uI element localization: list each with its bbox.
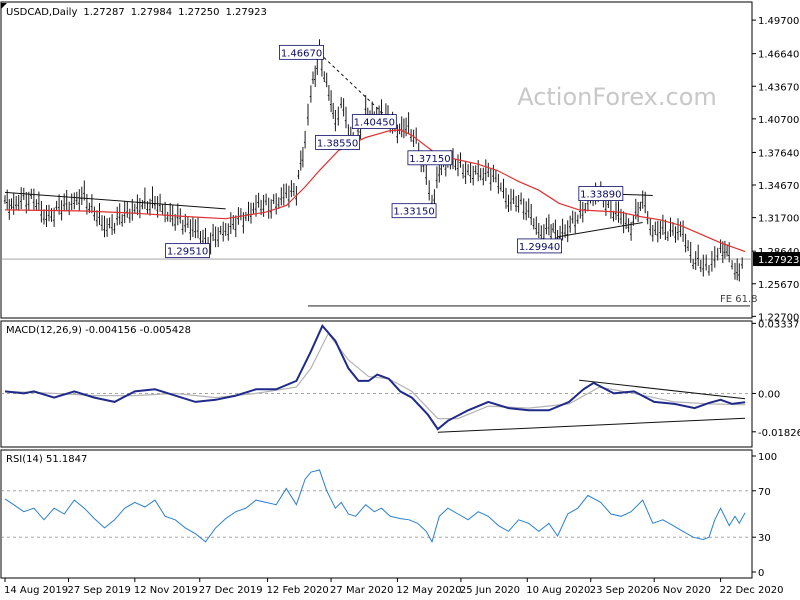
fe-label: FE 61.8 bbox=[720, 294, 758, 305]
price-label: 1.46670 bbox=[281, 48, 322, 59]
x-tick-label: 23 Sep 2020 bbox=[590, 585, 653, 596]
price-label-box bbox=[165, 243, 210, 259]
y-tick-label: 100 bbox=[758, 452, 777, 463]
x-tick-label: 27 Sep 2019 bbox=[67, 585, 130, 596]
price-label-box bbox=[517, 238, 562, 254]
price-panel: ActionForex.com FE 61.8 1.46670 1.40450 1.38… bbox=[0, 1, 800, 323]
trendline bbox=[319, 52, 392, 122]
x-tick-label: 14 Aug 2019 bbox=[4, 585, 68, 596]
y-tick-label: 1.37640 bbox=[758, 148, 799, 159]
price-label: 1.29510 bbox=[167, 247, 208, 258]
corner-marker bbox=[1, 3, 7, 9]
rsi-line bbox=[4, 469, 746, 544]
price-label-box bbox=[407, 150, 453, 166]
y-tick-label: 0 bbox=[758, 568, 764, 579]
trendline bbox=[557, 222, 643, 238]
ohlc-value: 1.27250 bbox=[178, 7, 219, 18]
macd-trendline bbox=[437, 417, 746, 433]
last-price-badge bbox=[753, 252, 800, 267]
x-tick-label: 12 Nov 2019 bbox=[134, 585, 198, 596]
price-frame bbox=[0, 1, 753, 319]
price-label-box bbox=[391, 203, 437, 219]
x-tick-label: 6 Nov 2020 bbox=[653, 585, 711, 596]
ohlc-value: 1.27984 bbox=[131, 7, 172, 18]
price-label: 1.29940 bbox=[519, 242, 560, 253]
watermark-text: ActionForex.com bbox=[517, 83, 717, 111]
x-tick-label: 10 Aug 2020 bbox=[526, 585, 590, 596]
y-tick-label: 1.31700 bbox=[758, 214, 799, 225]
y-tick-label: 30 bbox=[758, 533, 771, 544]
y-tick-label: 1.25670 bbox=[758, 280, 799, 291]
ohlc-value: 1.27287 bbox=[83, 7, 124, 18]
ohlc-value: 1.27923 bbox=[225, 7, 266, 18]
y-tick-label: 1.49700 bbox=[758, 16, 799, 27]
chart-header: USDCAD,Daily 1.27287 1.27984 1.27250 1.27923 bbox=[6, 7, 267, 18]
moving-average-line bbox=[4, 129, 746, 253]
price-label: 1.38550 bbox=[317, 138, 358, 149]
x-tick-label: 12 May 2020 bbox=[396, 585, 461, 596]
y-tick-label: 1.40700 bbox=[758, 115, 799, 126]
macd-title: MACD(12,26,9) -0.004156 -0.005428 bbox=[6, 325, 191, 336]
price-label-box bbox=[351, 114, 397, 129]
macd-frame bbox=[0, 320, 753, 448]
x-tick-label: 22 Dec 2020 bbox=[720, 585, 784, 596]
price-label-box bbox=[578, 186, 624, 201]
y-tick-label: 1.22700 bbox=[758, 312, 799, 323]
price-label: 1.37150 bbox=[409, 154, 450, 165]
symbol-label: USDCAD,Daily bbox=[6, 7, 77, 18]
x-tick-label: 27 Dec 2019 bbox=[199, 585, 263, 596]
price-label: 1.33890 bbox=[580, 190, 621, 201]
y-tick-label: 70 bbox=[758, 487, 771, 498]
rsi-panel: RSI(14) 51.1847 100 70 30 0 bbox=[0, 449, 777, 579]
x-tick-label: 12 Feb 2020 bbox=[267, 585, 329, 596]
x-axis: 14 Aug 2019 27 Sep 2019 12 Nov 2019 27 Dec … bbox=[4, 578, 783, 596]
trendline bbox=[4, 191, 226, 210]
price-label-box bbox=[279, 44, 324, 60]
x-tick-label: 25 Jun 2020 bbox=[460, 585, 520, 596]
price-label: 1.40450 bbox=[354, 118, 395, 129]
x-tick-label: 27 Mar 2020 bbox=[330, 585, 393, 596]
rsi-frame bbox=[0, 449, 753, 579]
macd-line bbox=[4, 323, 746, 431]
y-tick-label: 1.34670 bbox=[758, 181, 799, 192]
y-tick-label: 1.43670 bbox=[758, 82, 799, 93]
price-label-box bbox=[315, 135, 360, 150]
price-label: 1.33150 bbox=[393, 207, 434, 218]
y-tick-label: 0.03337 bbox=[758, 319, 799, 330]
y-tick-label: -0.018262 bbox=[758, 428, 800, 439]
macd-panel: MACD(12,26,9) -0.004156 -0.005428 0.03337… bbox=[0, 319, 800, 448]
macd-trendline bbox=[579, 379, 746, 400]
last-price-label: 1.27923 bbox=[758, 255, 799, 266]
rsi-title: RSI(14) 51.1847 bbox=[6, 454, 87, 465]
y-tick-label: 0.00 bbox=[758, 389, 780, 400]
y-tick-label: 1.46640 bbox=[758, 50, 799, 61]
